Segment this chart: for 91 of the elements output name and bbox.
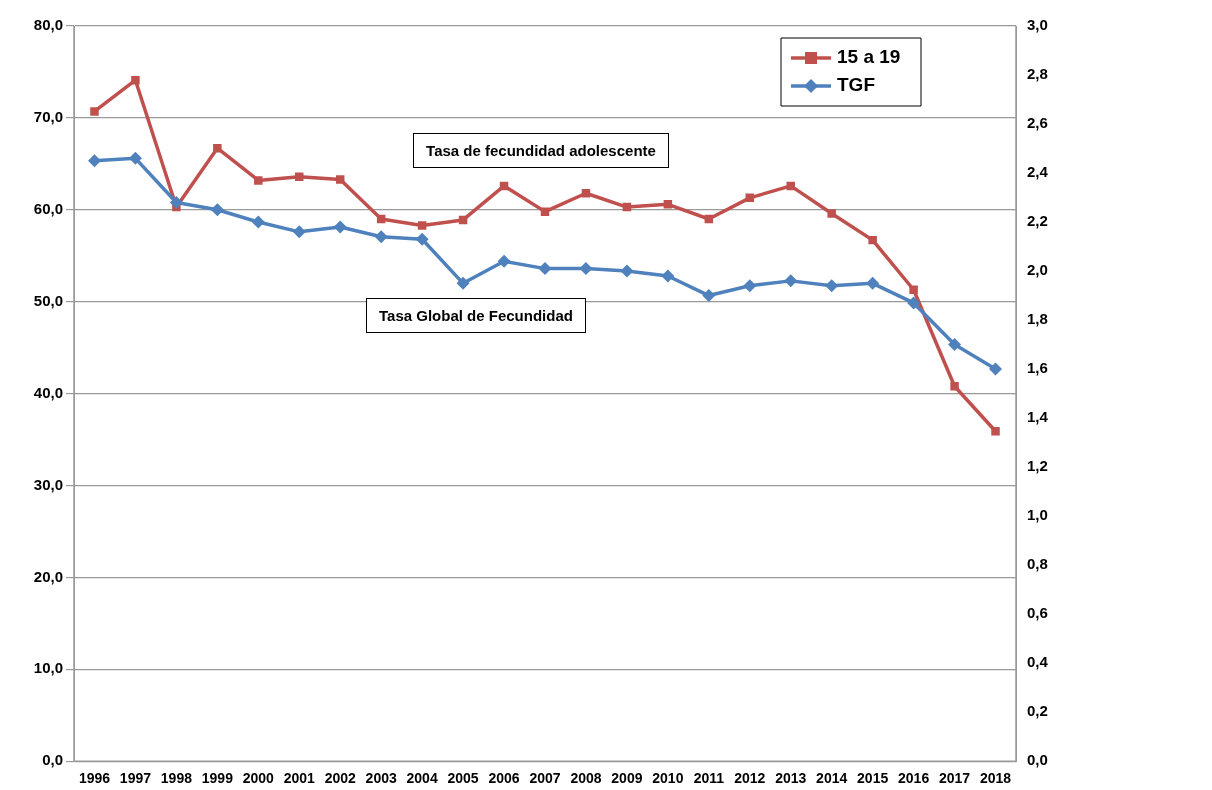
x-tick-label: 2014 <box>816 770 848 787</box>
x-tick-label: 2005 <box>447 770 479 787</box>
point <box>661 269 675 283</box>
point <box>866 276 880 290</box>
y2-tick-label: 2,6 <box>1027 114 1048 132</box>
y-tick-label: 50,0 <box>33 291 63 309</box>
point <box>292 225 306 239</box>
x-tick-label: 2015 <box>857 770 889 787</box>
y-tick-label: 0,0 <box>42 751 63 769</box>
y2-tick-label: 1,2 <box>1027 457 1048 475</box>
legend-label: 15 a 19 <box>837 46 901 68</box>
y2-tick-label: 1,6 <box>1027 359 1048 377</box>
point <box>784 274 798 288</box>
point <box>538 262 552 276</box>
point <box>786 181 795 191</box>
x-tick-label: 1999 <box>201 770 234 787</box>
point <box>950 382 959 391</box>
point <box>827 209 836 218</box>
y2-tick-label: 1,0 <box>1027 506 1048 524</box>
point <box>295 172 304 181</box>
point <box>335 175 345 184</box>
point <box>333 220 347 234</box>
x-tick-label: 2000 <box>242 770 275 787</box>
y2-tick-label: 2,8 <box>1027 65 1048 83</box>
point <box>743 279 757 293</box>
y-tick-label: 80,0 <box>33 16 63 34</box>
point <box>128 151 142 165</box>
point <box>948 338 962 352</box>
y2-tick-label: 1,8 <box>1027 310 1048 328</box>
x-tick-label: 1996 <box>78 770 111 787</box>
y2-tick-label: 1,4 <box>1027 408 1049 426</box>
point <box>540 207 550 216</box>
x-tick-label: 2008 <box>570 770 602 787</box>
y2-tick-label: 3,0 <box>1027 16 1048 34</box>
y-tick-label: 20,0 <box>33 567 63 585</box>
point <box>131 75 140 85</box>
y2-tick-label: 2,2 <box>1027 212 1048 230</box>
x-tick-label: 2018 <box>979 770 1012 787</box>
x-tick-label: 2010 <box>652 770 684 787</box>
x-tick-label: 2012 <box>734 770 766 787</box>
x-tick-label: 2004 <box>406 770 438 787</box>
point <box>989 362 1003 376</box>
x-tick-label: 2016 <box>898 770 930 787</box>
point <box>169 195 183 209</box>
x-tick-label: 2007 <box>529 770 561 787</box>
point <box>579 262 593 276</box>
x-tick-label: 2011 <box>693 770 725 787</box>
annotation: Tasa de fecundidad adolescente <box>413 132 669 168</box>
point <box>456 276 470 290</box>
point <box>213 143 222 153</box>
y-tick-label: 60,0 <box>33 199 63 217</box>
point <box>991 427 1000 436</box>
point <box>702 289 716 303</box>
legend-label: TGF <box>837 74 875 96</box>
y-tick-label: 70,0 <box>33 108 63 126</box>
x-tick-label: 2017 <box>938 770 971 787</box>
x-tick-label: 2009 <box>611 770 643 787</box>
x-tick-label: 2006 <box>488 770 520 787</box>
point <box>663 200 673 209</box>
point <box>87 154 101 168</box>
x-tick-label: 2013 <box>775 770 807 787</box>
annotation: Tasa Global de Fecundidad <box>366 298 586 334</box>
point <box>581 189 591 198</box>
point <box>417 221 427 230</box>
y2-tick-label: 0,0 <box>1027 751 1048 769</box>
x-tick-label: 2001 <box>283 770 316 787</box>
x-tick-label: 2003 <box>365 770 397 787</box>
point <box>90 107 99 116</box>
point <box>825 279 839 293</box>
x-tick-label: 1998 <box>160 770 193 787</box>
point <box>497 254 511 268</box>
point <box>254 176 263 185</box>
y2-tick-label: 0,4 <box>1027 653 1049 671</box>
x-tick-label: 1997 <box>119 770 152 787</box>
point <box>251 215 265 229</box>
point <box>374 230 388 244</box>
y2-tick-label: 0,8 <box>1027 555 1048 573</box>
x-tick-label: 2002 <box>324 770 356 787</box>
point <box>907 296 921 310</box>
point <box>620 264 634 278</box>
y2-tick-label: 2,0 <box>1027 261 1048 279</box>
y2-tick-label: 0,2 <box>1027 702 1048 720</box>
y2-tick-label: 2,4 <box>1027 163 1049 181</box>
y-tick-label: 10,0 <box>33 659 63 677</box>
y-tick-label: 30,0 <box>33 475 63 493</box>
point <box>210 203 224 217</box>
point <box>909 285 918 294</box>
point <box>415 232 429 246</box>
y2-tick-label: 0,6 <box>1027 604 1048 622</box>
y-tick-label: 40,0 <box>33 383 63 401</box>
point <box>868 235 877 245</box>
